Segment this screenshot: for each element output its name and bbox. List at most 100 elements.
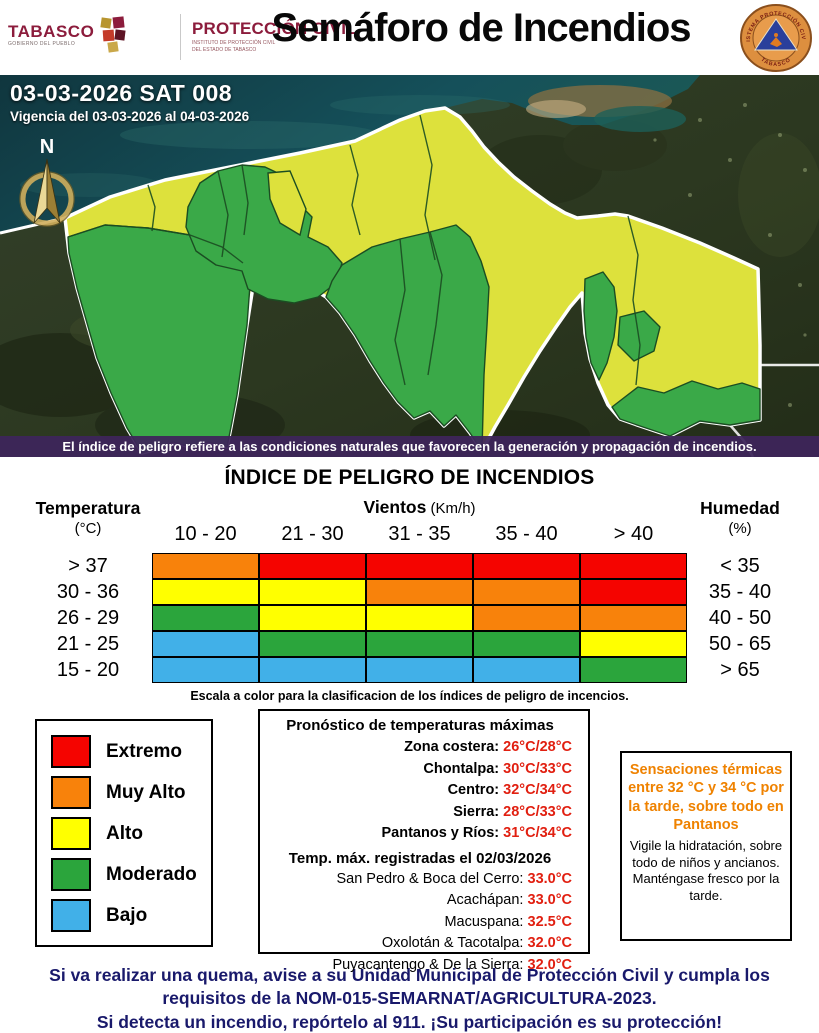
matrix-cell-blue: [473, 657, 580, 683]
humidity-header: Humedad (%): [700, 498, 780, 537]
matrix-cell-blue: [152, 657, 259, 683]
matrix-cell-red: [259, 553, 366, 579]
humidity-range-label: 50 - 65: [708, 633, 772, 655]
map-caption-bar: El índice de peligro refiere a las condi…: [0, 436, 819, 457]
danger-matrix: > 37 < 35 30 - 36 35 - 40 26 - 29 40 - 50 21 -…: [0, 553, 819, 683]
matrix-cell-green: [473, 631, 580, 657]
civil-protection-seal-icon: SISTEMA PROTECCIÓN CIVIL TABASCO: [737, 0, 813, 78]
matrix-cell-green: [259, 631, 366, 657]
matrix-cell-red: [473, 553, 580, 579]
zone-value: 31°C/34°C: [503, 825, 572, 841]
sea-texture: [20, 85, 686, 197]
compass-north-label: N: [40, 136, 54, 158]
index-section-title: ÍNDICE DE PELIGRO DE INCENDIOS: [224, 466, 595, 489]
wind-range-label: 10 - 20: [174, 523, 237, 545]
bulletin-id: 03-03-2026 SAT 008: [10, 80, 233, 106]
matrix-cell-orange: [473, 579, 580, 605]
forecast-box: Pronóstico de temperaturas máximas Zona …: [258, 709, 590, 973]
footer-line1: Si va realizar una quema, avise a su Uni…: [49, 965, 770, 1008]
header: TABASCO GOBIERNO DEL PUEBLO PROTECCIÓN C…: [0, 0, 819, 75]
matrix-cell-red: [580, 579, 687, 605]
satellite-basemap: [0, 75, 819, 457]
index-table-headers: Temperatura (°C) Vientos (Km/h) Humedad …: [0, 496, 819, 546]
legend-label: Alto: [106, 822, 143, 844]
wind-ranges-row: 10 - 20 21 - 30 31 - 35 35 - 40 > 40: [152, 518, 687, 546]
matrix-cell-orange: [152, 553, 259, 579]
municipality-strip-green: [583, 271, 618, 381]
legend-item: Muy Alto: [51, 772, 211, 813]
page-title: Semáforo de Incendios: [271, 6, 691, 50]
legend-label: Moderado: [106, 863, 197, 885]
proteccion-civil-sub2: DEL ESTADO DE TABASCO: [192, 47, 257, 53]
temperature-range-label: > 37: [68, 555, 108, 577]
forecast-title: Pronóstico de temperaturas máximas: [286, 717, 554, 734]
legend-label: Muy Alto: [106, 781, 186, 803]
moderate-green-regions: [67, 164, 761, 454]
humidity-range-label: < 35: [720, 555, 760, 577]
forecast-zone-row: Pantanos y Ríos: 31°C/34°C: [268, 823, 573, 845]
zone-label: Sierra:: [453, 803, 504, 820]
yellow-swatch: [51, 817, 91, 850]
proteccion-civil-title: PROTECCIÓN CIVIL: [192, 19, 357, 38]
forecast-zone-row: Zona costera: 26°C/28°C: [268, 737, 572, 759]
zone-value: 28°C/33°C: [503, 803, 572, 820]
station-label: Acachápan:: [446, 892, 528, 908]
forecast-zone-row: Sierra: 28°C/33°C: [268, 802, 572, 824]
legend-item: Extremo: [51, 731, 211, 772]
station-value: 32.0°C: [527, 935, 573, 951]
header-divider: [180, 14, 181, 60]
municipal-borders: [67, 114, 641, 386]
info-boxes: Extremo Muy Alto Alto Moderado Bajo Pronósti…: [0, 709, 819, 973]
forecast-zone-row: Chontalpa: 30°C/33°C: [268, 759, 572, 781]
station-value: 32.0°C: [527, 956, 573, 973]
station-value: 32.5°C: [527, 913, 573, 930]
proteccion-civil-sub1: INSTITUTO DE PROTECCIÓN CIVIL: [192, 40, 276, 46]
matrix-cell-red: [580, 553, 687, 579]
matrix-cell-yellow: [152, 579, 259, 605]
station-row: Oxolotán & Tacotalpa: 32.0°C: [268, 933, 572, 955]
matrix-cell-blue: [152, 631, 259, 657]
zone-label: Zona costera:: [404, 739, 504, 755]
station-label: Macuspana:: [444, 913, 528, 930]
vigencia-label: Vigencia del 03-03-2026 al 04-03-2026: [10, 109, 250, 124]
scale-caption: Escala a color para la clasificacion de …: [190, 689, 629, 703]
zone-value: 32°C/34°C: [503, 782, 572, 798]
zone-value: 26°C/28°C: [503, 739, 572, 755]
legend-label: Extremo: [106, 740, 183, 762]
wind-range-label: 35 - 40: [495, 523, 558, 545]
temperature-header: Temperatura (°C): [35, 498, 141, 537]
legend-item: Moderado: [51, 854, 211, 895]
svg-text:TABASCO: TABASCO: [760, 57, 793, 68]
forecast-stations: San Pedro & Boca del Cerro: 33.0°C Acachá…: [268, 869, 572, 977]
proteccion-civil-logo: PROTECCIÓN CIVIL INSTITUTO DE PROTECCIÓN…: [192, 20, 357, 54]
station-label: San Pedro & Boca del Cerro:: [336, 870, 528, 887]
station-row: Acachápan: 33.0°C: [268, 890, 572, 912]
municipality-central-green: [325, 224, 490, 452]
tabasco-emblem-icon: [100, 16, 126, 53]
tabasco-logo-text: TABASCO: [8, 22, 95, 41]
station-label: Puyacantengo & De la Sierra:: [332, 956, 528, 973]
municipality-tenosique-green: [611, 380, 761, 437]
thermal-sensations-box: Sensaciones térmicas entre 32 °C y 34 °C…: [620, 751, 792, 941]
matrix-cell-yellow: [366, 605, 473, 631]
humidity-range-label: 35 - 40: [708, 581, 772, 603]
matrix-cell-red: [366, 553, 473, 579]
matrix-cell-green: [152, 605, 259, 631]
matrix-cell-green: [580, 657, 687, 683]
legend-label: Bajo: [106, 904, 148, 926]
zone-value: 30°C/33°C: [503, 760, 572, 777]
temperature-range-label: 26 - 29: [56, 607, 120, 629]
zone-label: Chontalpa:: [423, 760, 504, 777]
tabasco-logo: TABASCO GOBIERNO DEL PUEBLO: [8, 16, 127, 54]
station-value: 33.0°C: [527, 870, 573, 887]
forecast-zones: Zona costera: 26°C/28°C Chontalpa: 30°C/3…: [268, 737, 573, 845]
sea: [0, 75, 700, 233]
temperature-range-label: 30 - 36: [56, 581, 120, 603]
station-label: Oxolotán & Tacotalpa:: [381, 935, 528, 951]
green-swatch: [51, 858, 91, 891]
danger-legend: Extremo Muy Alto Alto Moderado Bajo: [35, 719, 213, 947]
fire-danger-map: 03-03-2026 SAT 008 Vigencia del 03-03-20…: [0, 75, 819, 457]
tabasco-logo-subtitle: GOBIERNO DEL PUEBLO: [8, 41, 76, 47]
matrix-cell-orange: [580, 605, 687, 631]
